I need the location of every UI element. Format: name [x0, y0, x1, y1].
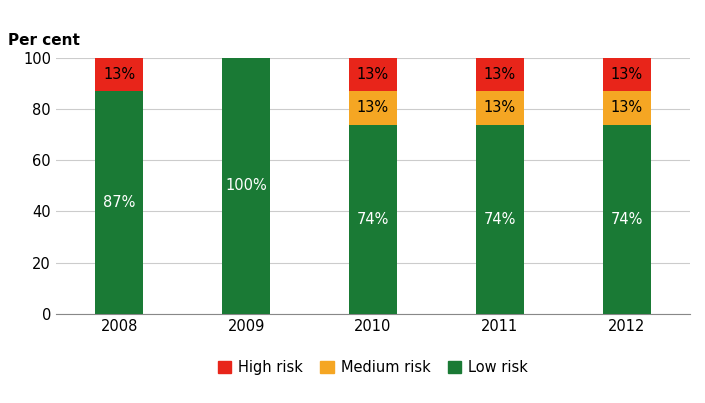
- Bar: [603, 58, 651, 91]
- Bar: [603, 125, 651, 314]
- Bar: [476, 91, 524, 125]
- Text: 87%: 87%: [103, 195, 135, 210]
- Text: Per cent: Per cent: [8, 33, 80, 48]
- Bar: [603, 91, 651, 125]
- Text: 74%: 74%: [357, 212, 389, 226]
- Text: 74%: 74%: [611, 212, 643, 226]
- Text: 13%: 13%: [611, 67, 643, 82]
- Bar: [349, 91, 397, 125]
- Legend: High risk, Medium risk, Low risk: High risk, Medium risk, Low risk: [212, 354, 534, 381]
- Text: 13%: 13%: [357, 100, 389, 115]
- Bar: [222, 58, 270, 314]
- Bar: [349, 58, 397, 91]
- Text: 13%: 13%: [357, 67, 389, 82]
- Text: 100%: 100%: [226, 179, 267, 193]
- Bar: [476, 58, 524, 91]
- Bar: [95, 91, 144, 314]
- Bar: [349, 125, 397, 314]
- Text: 74%: 74%: [484, 212, 516, 226]
- Text: 13%: 13%: [611, 100, 643, 115]
- Text: 13%: 13%: [484, 100, 516, 115]
- Text: 13%: 13%: [484, 67, 516, 82]
- Bar: [95, 58, 144, 91]
- Bar: [476, 125, 524, 314]
- Text: 13%: 13%: [104, 67, 135, 82]
